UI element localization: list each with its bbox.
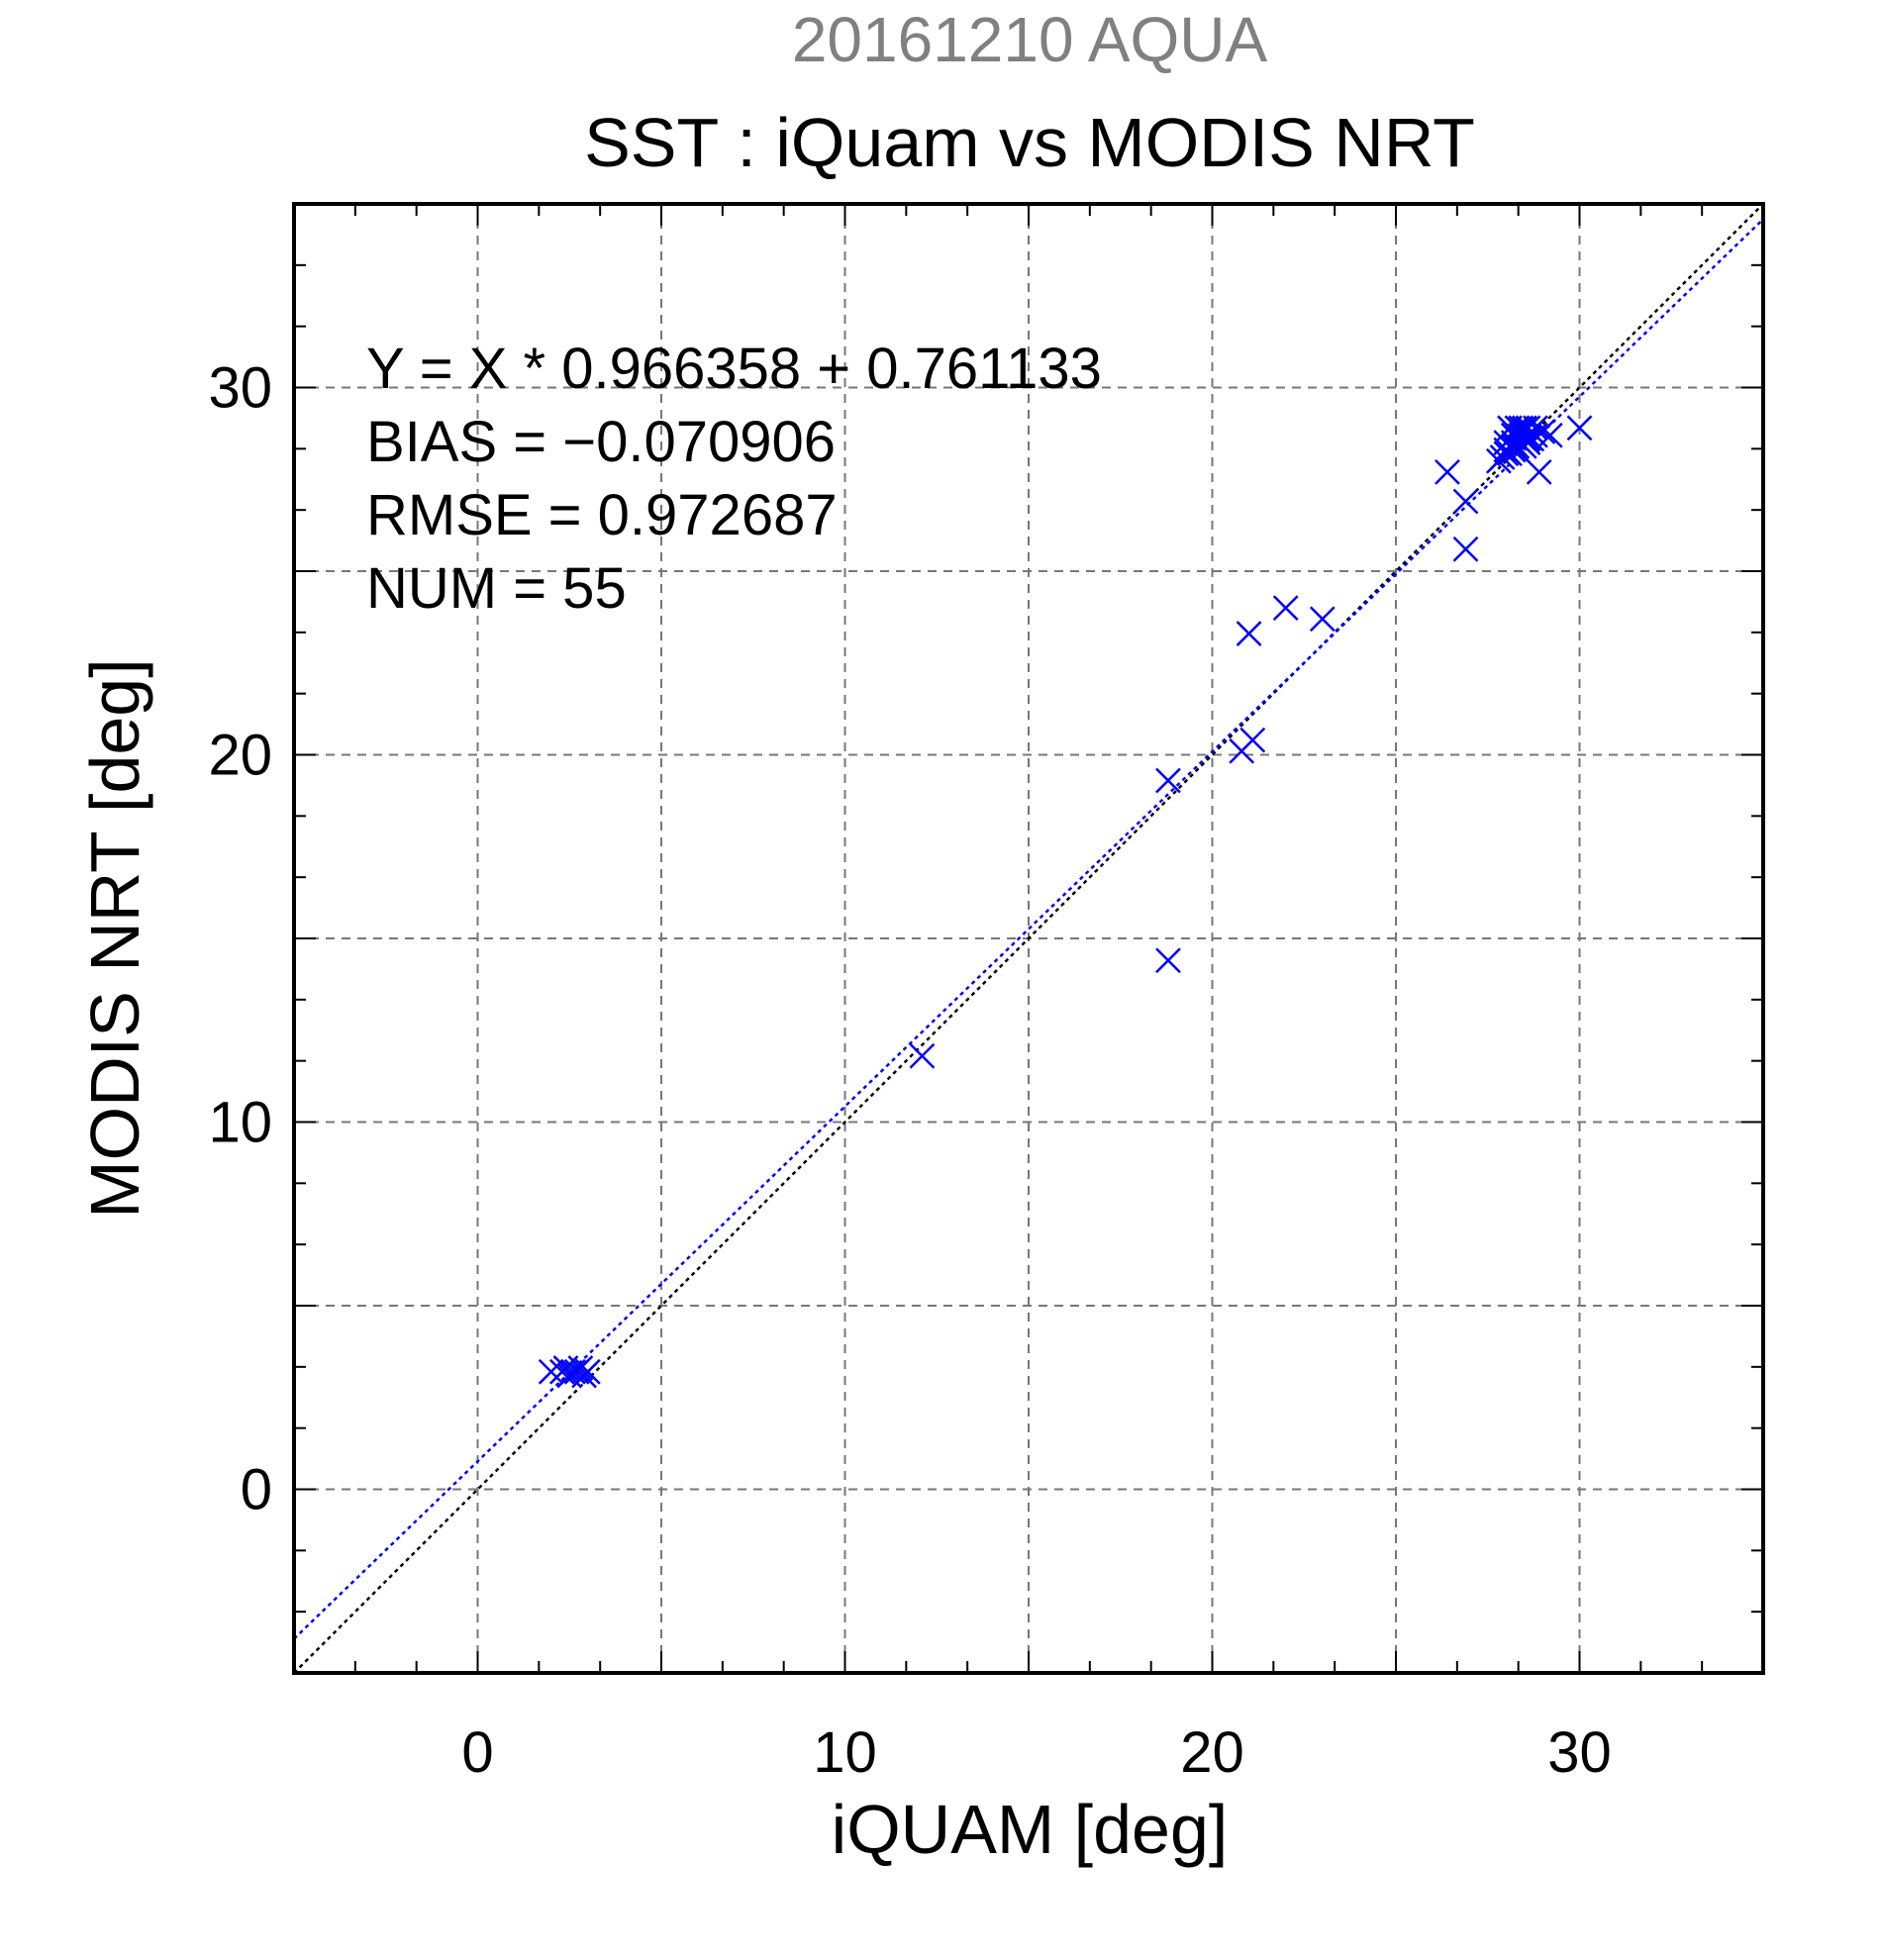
data-point xyxy=(574,1358,601,1385)
data-point xyxy=(1155,947,1181,974)
chart-supertitle: 20161210 AQUA xyxy=(792,4,1268,75)
y-tick-labels: 0 10 20 30 xyxy=(208,356,272,1522)
chart-title: SST : iQuam vs MODIS NRT xyxy=(584,104,1475,181)
data-point xyxy=(909,1042,936,1069)
reference-lines xyxy=(294,204,1763,1673)
stats-annotation: Y = X * 0.966358 + 0.761133 BIAS = −0.07… xyxy=(366,337,1102,621)
data-point xyxy=(1435,458,1460,485)
annotation-rmse: RMSE = 0.972687 xyxy=(366,483,838,547)
x-axis-label: iQUAM [deg] xyxy=(832,1791,1229,1868)
y-tick-label: 10 xyxy=(208,1091,272,1155)
x-tick-labels: 0 10 20 30 xyxy=(461,1720,1611,1785)
data-point xyxy=(563,1358,590,1385)
data-point xyxy=(1566,415,1593,441)
data-point xyxy=(1309,606,1336,633)
data-point xyxy=(1272,595,1299,621)
x-tick-label: 30 xyxy=(1547,1720,1612,1785)
x-tick-label: 20 xyxy=(1180,1720,1244,1785)
data-point xyxy=(1500,437,1527,463)
data-point xyxy=(1239,727,1266,753)
data-points xyxy=(538,415,1593,1389)
y-tick-label: 30 xyxy=(208,356,272,421)
annotation-num: NUM = 55 xyxy=(366,556,627,621)
grid-lines xyxy=(294,204,1763,1673)
data-point xyxy=(1155,767,1181,794)
plot-frame xyxy=(292,202,1765,1675)
annotation-fit-equation: Y = X * 0.966358 + 0.761133 xyxy=(366,337,1102,401)
y-tick-label: 20 xyxy=(208,724,272,788)
data-point xyxy=(1493,441,1520,467)
data-point xyxy=(1508,415,1534,441)
annotation-bias: BIAS = −0.070906 xyxy=(366,410,836,474)
data-point xyxy=(1515,426,1541,452)
y-tick-label: 0 xyxy=(241,1458,272,1522)
x-tick-label: 0 xyxy=(461,1720,493,1785)
y-axis-label: MODIS NRT [deg] xyxy=(76,658,153,1218)
x-tick-label: 10 xyxy=(813,1720,877,1785)
data-point xyxy=(1536,422,1563,448)
data-point xyxy=(1236,621,1262,646)
data-point xyxy=(1530,419,1556,444)
data-point xyxy=(1452,488,1479,515)
data-point xyxy=(1452,536,1479,562)
identity-line xyxy=(294,204,1763,1673)
data-point xyxy=(1526,458,1552,485)
